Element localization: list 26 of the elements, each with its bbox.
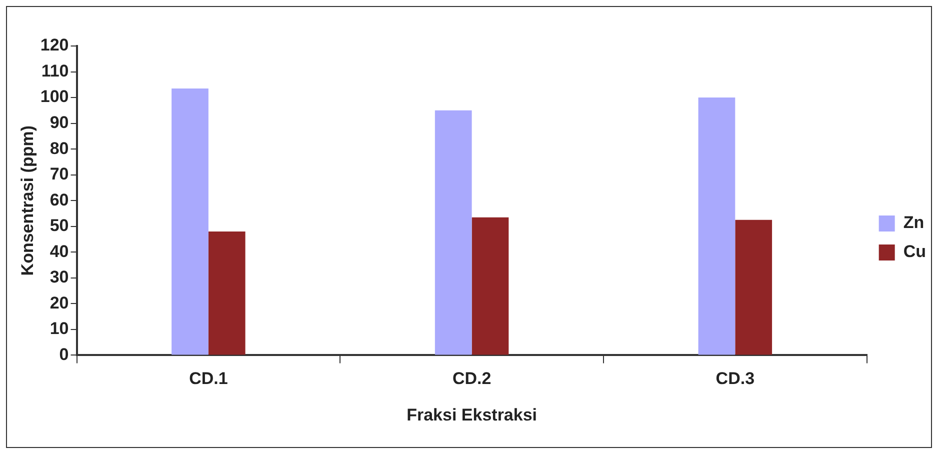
y-tick-label: 20	[50, 293, 69, 312]
y-axis-title: Konsentrasi (ppm)	[18, 126, 37, 276]
bar	[698, 98, 736, 355]
y-tick-label: 60	[50, 190, 69, 210]
bar	[172, 88, 208, 355]
bar	[208, 232, 246, 355]
y-tick-label: 70	[50, 164, 69, 184]
legend-label: Cu	[903, 242, 926, 262]
y-tick-label: 100	[40, 87, 69, 106]
y-tick-label: 40	[50, 242, 69, 261]
y-tick-label: 30	[50, 268, 69, 287]
legend-label: Zn	[903, 213, 924, 232]
y-tick-label: 0	[59, 344, 69, 364]
x-tick-label: CD.1	[189, 369, 228, 388]
y-tick-label: 10	[50, 319, 69, 338]
x-tick-label: CD.2	[452, 369, 492, 388]
x-tick-label: CD.3	[716, 369, 755, 388]
bar	[735, 220, 772, 355]
bar	[472, 217, 509, 355]
x-axis-title: Fraksi Ekstraksi	[406, 405, 538, 424]
y-tick-label: 90	[50, 112, 69, 132]
y-tick-label: 110	[41, 61, 69, 80]
y-tick-label: 50	[50, 216, 69, 236]
y-tick-label: 120	[40, 36, 69, 55]
y-tick-label: 80	[50, 138, 69, 158]
bar	[434, 110, 472, 355]
